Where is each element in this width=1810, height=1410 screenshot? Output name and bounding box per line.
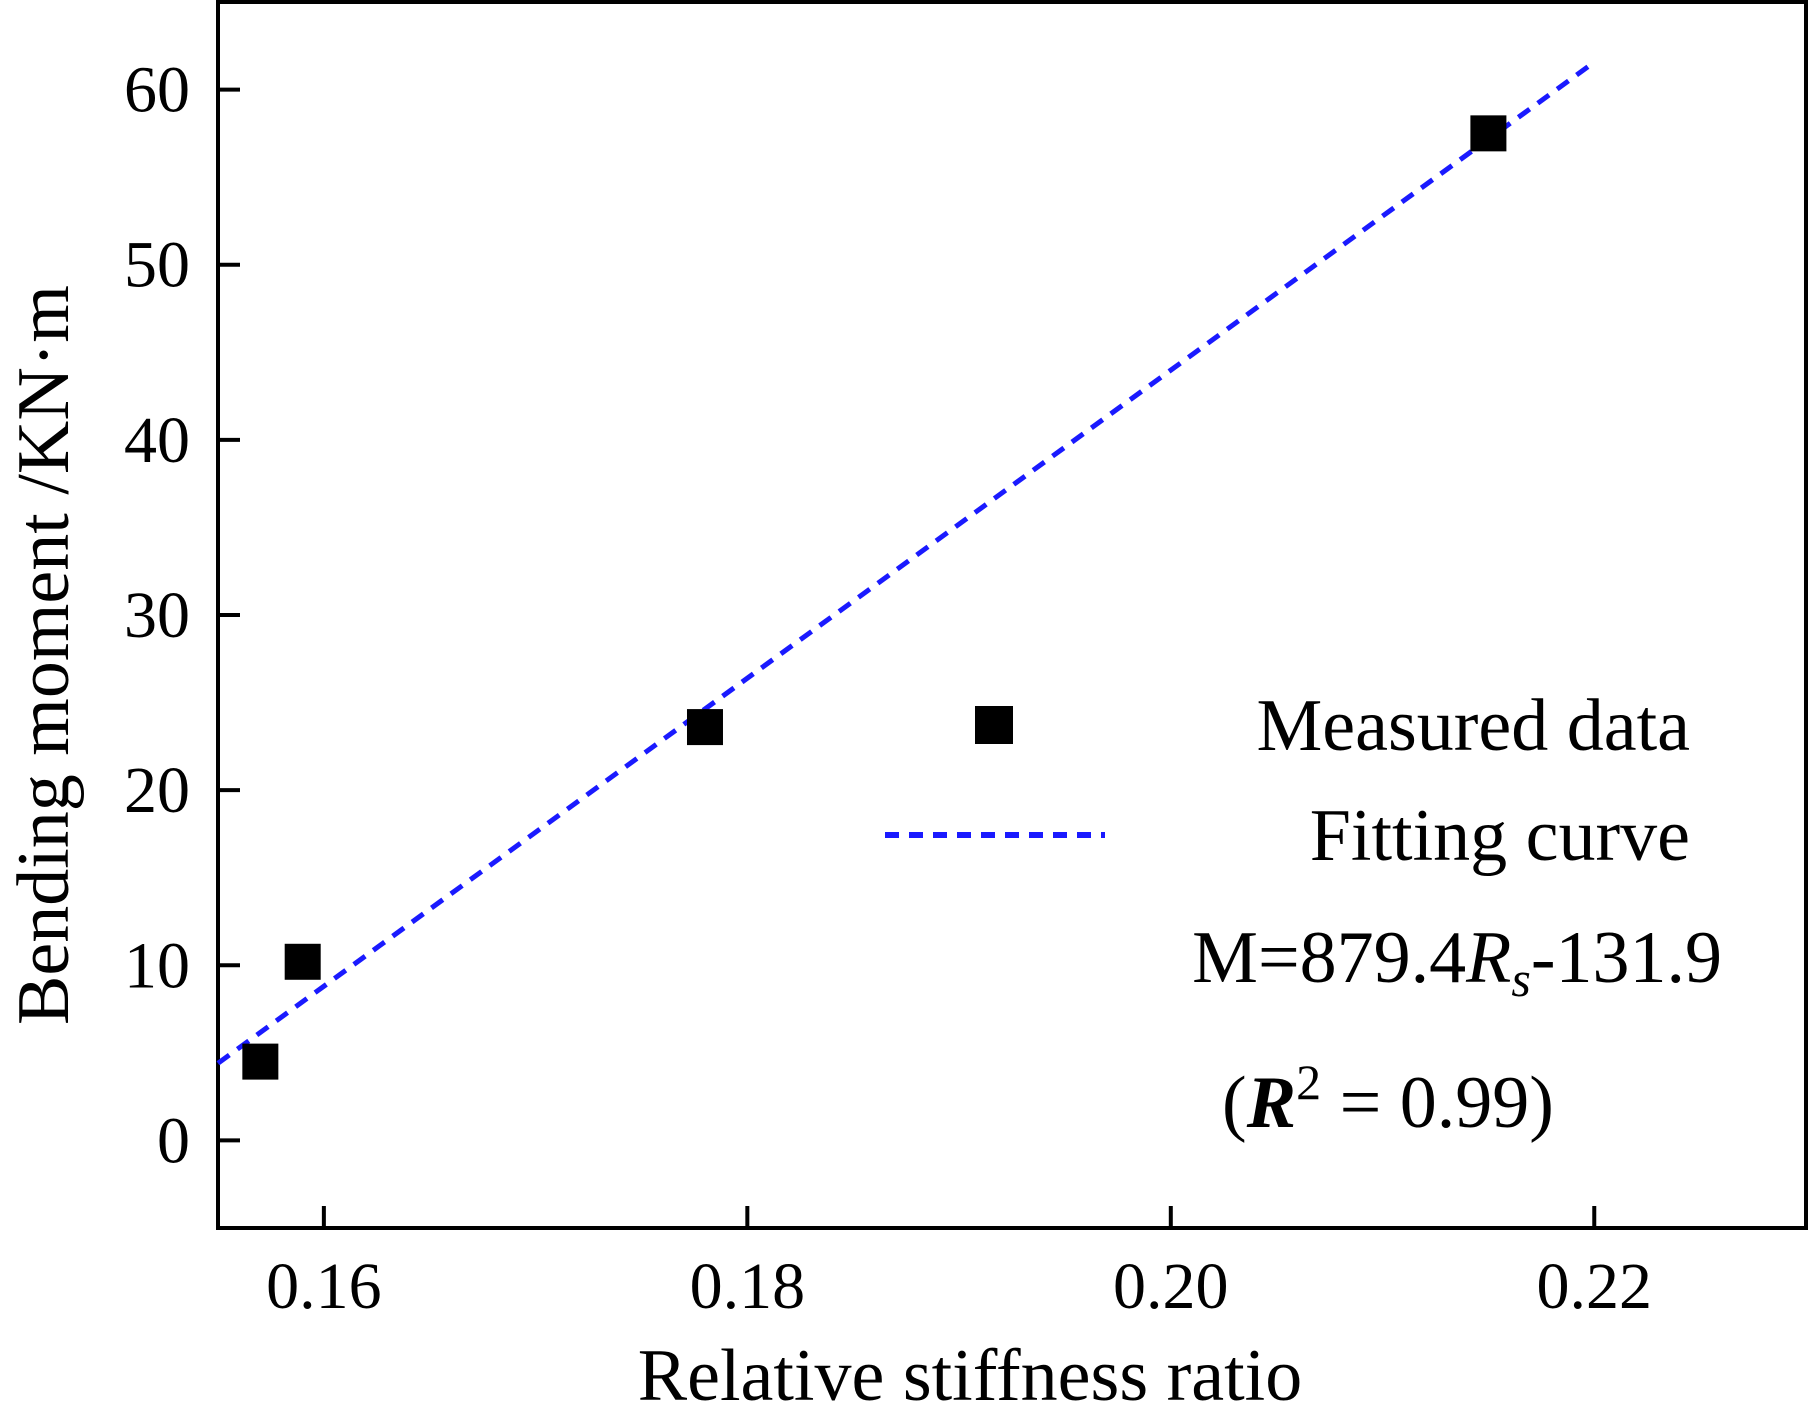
y-tick-label: 50 — [124, 229, 190, 302]
equation-sub: s — [1511, 951, 1530, 1007]
points-layer — [242, 115, 1507, 1080]
y-tick-label: 40 — [124, 404, 190, 477]
fit-layer — [216, 60, 1596, 1066]
plot-frame — [216, 0, 1808, 1230]
legend-marker-measured — [975, 706, 1013, 744]
data-point — [686, 709, 723, 746]
data-point — [242, 1043, 279, 1080]
x-tick-label: 0.20 — [1113, 1250, 1229, 1323]
y-tick-label: 60 — [124, 54, 190, 127]
legend-label-measured: Measured data — [1256, 685, 1690, 767]
data-point — [284, 943, 321, 980]
fitting-curve-line — [216, 60, 1596, 1066]
y-tick-label: 30 — [124, 579, 190, 652]
r-squared: (R2 = 0.99) — [1222, 1054, 1554, 1144]
y-tick-label: 10 — [124, 929, 190, 1002]
ticks-layer: 0.16 0.18 0.20 0.22 0 10 20 30 40 50 60 — [124, 54, 1652, 1323]
r2-open: ( — [1222, 1062, 1247, 1144]
axes-layer — [216, 0, 1808, 1230]
x-tick-label: 0.18 — [690, 1250, 806, 1323]
x-tick-label: 0.16 — [266, 1250, 382, 1323]
legend-label-fit: Fitting curve — [1310, 795, 1690, 877]
equation-var: R — [1465, 917, 1511, 999]
r2-rest: = 0.99) — [1321, 1062, 1554, 1144]
data-point — [1470, 115, 1507, 152]
r2-var: R — [1246, 1062, 1296, 1144]
y-tick-label: 20 — [124, 754, 190, 827]
y-axis-title: Bending moment /KN·m — [3, 285, 85, 1025]
x-tick-label: 0.22 — [1537, 1250, 1653, 1323]
fit-equation: M=879.4Rs-131.9 — [1192, 917, 1722, 1007]
legend: Measured data Fitting curve — [885, 685, 1690, 877]
y-tick-label: 0 — [157, 1104, 190, 1177]
equation-prefix: M=879.4 — [1192, 917, 1466, 999]
r2-sup: 2 — [1296, 1054, 1321, 1110]
x-axis-title: Relative stiffness ratio — [638, 1335, 1302, 1410]
equation-suffix: -131.9 — [1531, 917, 1722, 999]
